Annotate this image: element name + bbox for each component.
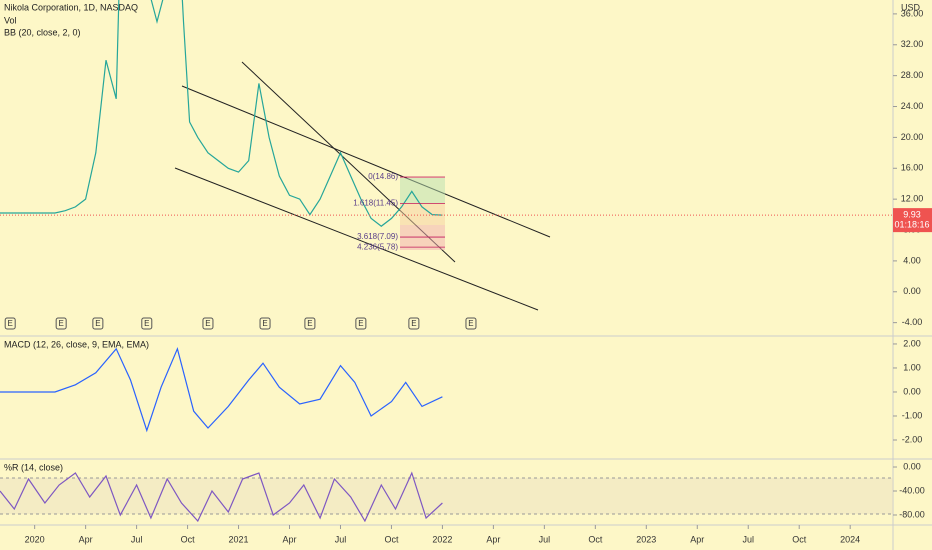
y-tick-label: 32.00 [901, 39, 924, 49]
price-tag [893, 208, 932, 233]
earnings-label: E [205, 319, 210, 328]
y-tick-label: 2.00 [903, 338, 921, 348]
y-tick-label: 1.00 [903, 362, 921, 372]
y-tick-label: 4.00 [903, 255, 921, 265]
earnings-marker [304, 317, 316, 330]
pane [0, 346, 443, 433]
earnings-label: E [307, 319, 312, 328]
x-tick-label: Apr [690, 534, 704, 544]
y-tick-label: -4.00 [902, 317, 923, 327]
trendline [181, 85, 551, 238]
wr-band [0, 478, 893, 514]
y-tick-label: 36.00 [901, 8, 924, 18]
earnings-marker [408, 317, 420, 330]
currency: USD [901, 2, 921, 12]
x-tick-label: 2022 [432, 534, 452, 544]
earnings-marker [355, 317, 367, 330]
earnings-label: E [144, 319, 149, 328]
y-tick-label: 12.00 [901, 194, 924, 204]
earnings-marker [141, 317, 153, 330]
fib-zone [400, 225, 445, 250]
x-tick-label: Oct [384, 534, 399, 544]
x-tick-label: Jul [131, 534, 143, 544]
earnings-marker [55, 317, 67, 330]
y-tick-label: 0.00 [903, 386, 921, 396]
y-tick-label: 20.00 [901, 132, 924, 142]
x-tick-label: Jul [335, 534, 347, 544]
x-tick-label: Oct [792, 534, 807, 544]
earnings-marker [92, 317, 104, 330]
price-tag-countdown: 01:18:16 [894, 220, 929, 230]
earnings-marker [202, 317, 214, 330]
earnings-label: E [411, 319, 416, 328]
x-tick-label: Apr [486, 534, 500, 544]
x-tick-label: 2023 [636, 534, 656, 544]
drawings [174, 61, 551, 311]
series-line [0, 346, 443, 433]
indicator-label: %R (14, close) [4, 462, 63, 472]
earnings-label: E [468, 319, 473, 328]
earnings-label: E [95, 319, 100, 328]
y-tick-label: 0.00 [903, 286, 921, 296]
y-tick-label: 28.00 [901, 70, 924, 80]
fib-label: 4.236(5.78) [357, 242, 398, 251]
fib-label: 3.618(7.09) [357, 232, 398, 241]
y-tick-label: 24.00 [901, 101, 924, 111]
x-tick-label: Jul [539, 534, 551, 544]
y-tick-label: -1.00 [902, 410, 923, 420]
pane [0, 471, 443, 522]
earnings-label: E [8, 319, 13, 328]
price-tag-value: 9.93 [903, 210, 921, 220]
series-line [0, 471, 443, 522]
series-line [0, 0, 443, 227]
x-tick-label: 2021 [229, 534, 249, 544]
x-tick-label: Oct [181, 534, 196, 544]
x-tick-label: Oct [588, 534, 603, 544]
earnings-label: E [262, 319, 267, 328]
indicator-label: BB (20, close, 2, 0) [4, 27, 81, 37]
fib-label: 0(14.86) [368, 172, 398, 181]
y-tick-label: 0.00 [903, 461, 921, 471]
indicator-label: Vol [4, 15, 17, 25]
y-tick-label: -80.00 [899, 509, 925, 519]
pane [0, 0, 443, 227]
symbol-title: Nikola Corporation, 1D, NASDAQ [4, 2, 138, 12]
x-tick-label: 2020 [25, 534, 45, 544]
earnings-marker [465, 317, 477, 330]
x-tick-label: Apr [283, 534, 297, 544]
x-tick-label: 2024 [840, 534, 860, 544]
trendline [174, 167, 539, 311]
earnings-label: E [358, 319, 363, 328]
x-tick-label: Apr [79, 534, 93, 544]
y-tick-label: -2.00 [902, 434, 923, 444]
earnings-marker [259, 317, 271, 330]
fib-label: 1.618(11.45) [353, 199, 398, 208]
x-tick-label: Jul [742, 534, 754, 544]
earnings-marker [4, 317, 16, 330]
y-tick-label: 16.00 [901, 163, 924, 173]
y-tick-label: -40.00 [899, 485, 925, 495]
indicator-label: MACD (12, 26, close, 9, EMA, EMA) [4, 339, 149, 349]
earnings-label: E [58, 319, 63, 328]
fib-zone [400, 203, 445, 225]
